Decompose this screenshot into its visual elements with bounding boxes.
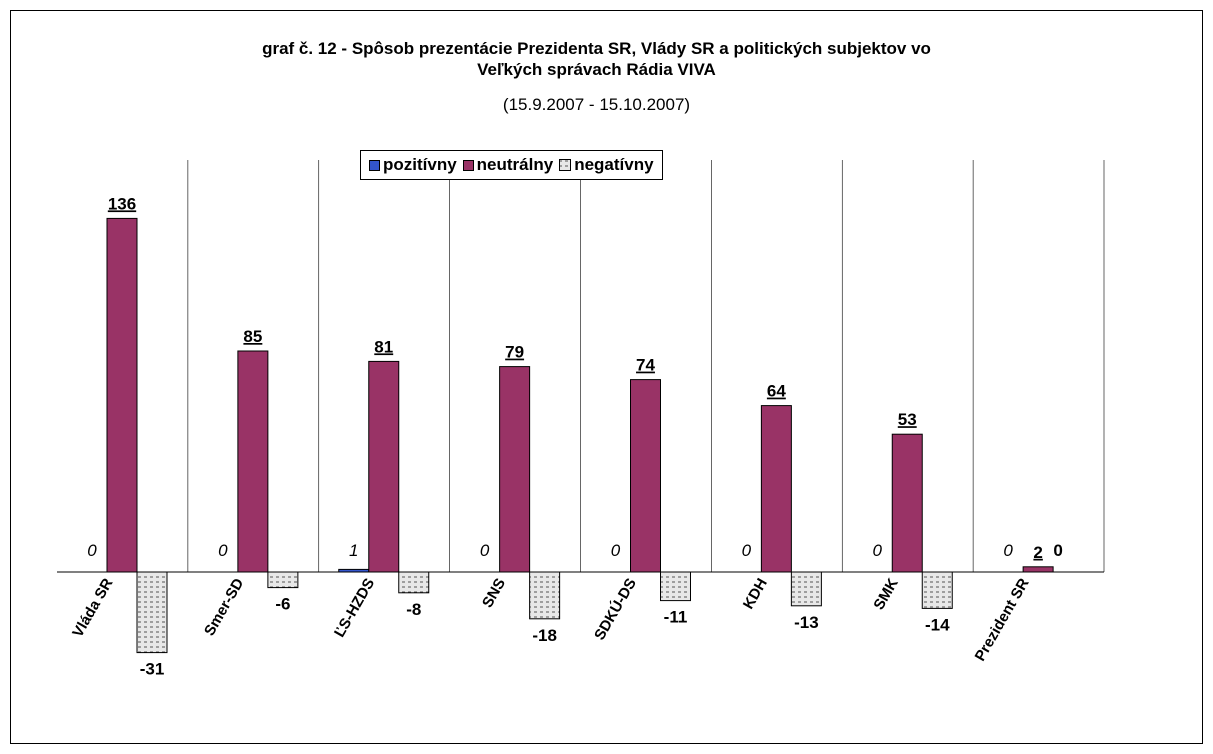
chart-legend: pozitívny neutrálny negatívny [360,150,663,180]
data-label-negative: -6 [275,595,290,614]
legend-label-positive: pozitívny [383,155,457,174]
data-label-neutral: 136 [108,194,136,213]
chart-title-line2: Veľkých správach Rádia VIVA [477,60,716,79]
bar-negative [529,571,561,620]
data-label-positive: 0 [1003,541,1013,560]
data-label-negative: -31 [140,660,165,679]
category-label: SNS [479,576,509,611]
data-label-neutral: 2 [1033,543,1042,562]
bar-neutral [237,350,269,573]
chart-frame [10,10,1203,744]
legend-label-neutral: neutrálny [476,155,554,174]
legend-label-negative: negatívny [574,155,654,174]
data-label-positive: 0 [87,541,97,560]
category-label: ĽS-HZDS [331,576,378,641]
bar-neutral [760,405,792,573]
data-label-negative: -14 [925,615,950,634]
data-label-negative: -13 [794,613,819,632]
bar-negative [921,571,953,609]
bar-negative [790,571,822,607]
legend-item-positive: pozitívny [369,155,457,175]
data-label-positive: 1 [349,541,358,560]
chart-title: graf č. 12 - Spôsob prezentácie Preziden… [0,38,1193,80]
data-label-negative: -18 [532,626,557,645]
category-label: Smer-SD [201,575,247,639]
data-label-positive: 0 [480,541,490,560]
chart-subtitle: (15.9.2007 - 15.10.2007) [502,95,691,114]
bar-neutral [499,366,531,573]
bar-neutral [106,217,138,573]
bar-neutral [1022,566,1054,573]
legend-swatch-negative [559,159,572,171]
data-label-neutral: 79 [505,343,524,362]
category-label: Prezident SR [972,575,1033,664]
bar-negative [136,571,168,654]
category-label: SMK [870,575,901,613]
bar-neutral [630,379,661,573]
category-label: KDH [740,576,771,613]
bar-negative [267,571,299,589]
legend-item-neutral: neutrálny [462,155,554,175]
data-label-negative: -8 [406,600,421,619]
legend-item-negative: negatívny [559,155,654,175]
data-label-negative: 0 [1053,541,1062,560]
data-label-neutral: 64 [767,382,786,401]
bar-positive [338,568,370,573]
data-label-negative: -11 [664,608,688,627]
bar-neutral [368,360,400,573]
legend-swatch-positive [369,159,380,171]
bar-negative [660,571,691,602]
bar-neutral [891,433,923,573]
data-label-neutral: 81 [374,337,393,356]
legend-swatch-neutral [462,159,474,171]
chart-title-line1: graf č. 12 - Spôsob prezentácie Preziden… [262,39,931,58]
data-label-positive: 0 [873,541,883,560]
data-label-positive: 0 [611,541,621,560]
data-label-positive: 0 [218,541,228,560]
bar-negative [398,571,430,594]
data-label-neutral: 85 [243,327,262,346]
data-label-neutral: 53 [898,410,917,429]
category-label: Vláda SR [69,575,116,640]
data-label-neutral: 74 [636,356,655,375]
data-label-positive: 0 [742,541,752,560]
category-label: SDKÚ-DS [590,575,640,643]
